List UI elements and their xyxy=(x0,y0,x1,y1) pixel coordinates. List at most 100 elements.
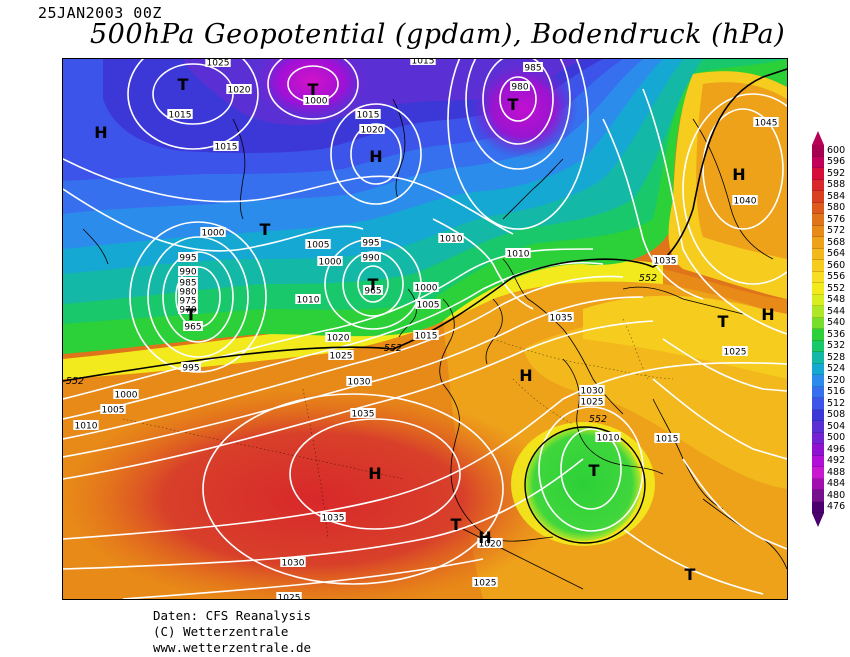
isobar-label-box xyxy=(178,252,198,262)
weather-map: 1025 1020 1000 1015 980 985 1015 1015 1020 1015 10… xyxy=(62,58,788,600)
isobar-pressure-label: 995 xyxy=(179,254,196,264)
isobar-label-box xyxy=(359,124,385,134)
isobar-pressure-label: 1030 xyxy=(581,387,604,397)
low-pressure-center: T xyxy=(260,220,271,239)
isobar-label-box xyxy=(652,255,678,265)
isobar-pressure-label: 1010 xyxy=(597,434,620,444)
legend-tick-label: 568 xyxy=(827,236,846,248)
isobar-label-box xyxy=(226,84,252,94)
isobar-label-box xyxy=(178,266,198,276)
isobar-label-box xyxy=(200,227,226,237)
legend-swatch xyxy=(812,352,824,364)
isobar-label-box xyxy=(363,285,383,295)
isobar-pressure-label: 1015 xyxy=(357,111,380,121)
low-pressure-center: T xyxy=(718,312,729,331)
isobar-label-box xyxy=(413,330,439,340)
legend-swatch xyxy=(812,306,824,318)
legend-swatch xyxy=(812,214,824,226)
isobar-pressure-label: 1010 xyxy=(297,296,320,306)
isobar-label-box xyxy=(722,346,748,356)
isobar-label-box xyxy=(73,420,99,430)
isobar-pressure-label: 1010 xyxy=(75,422,98,432)
isobar-pressure-label: 1000 xyxy=(202,229,225,239)
high-pressure-center: H xyxy=(369,147,382,166)
low-pressure-center: T xyxy=(589,461,600,480)
legend-tick-label: 584 xyxy=(827,190,846,202)
high-pressure-center: H xyxy=(519,366,532,385)
isobar-label-box xyxy=(477,538,503,548)
isobar-label-box xyxy=(178,277,198,287)
isobar-label-box xyxy=(579,385,605,395)
isobar-label-box xyxy=(276,592,302,599)
legend-swatch xyxy=(812,156,824,168)
isobar-pressure-label: 1000 xyxy=(115,391,138,401)
isobar-label-box xyxy=(113,389,139,399)
legend-tick-label: 500 xyxy=(827,432,846,444)
legend-tick-label: 588 xyxy=(827,179,846,191)
isobar-pressure-label: 1025 xyxy=(724,348,747,358)
high-pressure-center: H xyxy=(368,464,381,483)
isobar-pressure-label: 965 xyxy=(184,323,201,333)
isobar-pressure-label: 1015 xyxy=(656,435,679,445)
legend-tick-label: 552 xyxy=(827,282,846,294)
isobar-label-box xyxy=(415,299,441,309)
legend-tick-label: 480 xyxy=(827,489,846,501)
isobar-label-box xyxy=(205,59,231,67)
isobar-pressure-label: 1010 xyxy=(507,250,530,260)
isobar-label-box xyxy=(438,233,464,243)
isobar-label-box xyxy=(595,432,621,442)
isobar-label-box xyxy=(410,59,436,65)
credits-copyright: (C) Wetterzentrale xyxy=(153,624,289,639)
low-pressure-center: T xyxy=(178,75,189,94)
credits: Daten: CFS Reanalysis (C) Wetterzentrale… xyxy=(153,608,311,656)
legend-tick-label: 488 xyxy=(827,466,846,478)
isobar-label-box xyxy=(178,286,198,296)
isobar-label-box xyxy=(355,109,381,119)
isobar-label-box xyxy=(320,512,346,522)
legend-swatch xyxy=(812,467,824,479)
isobar-pressure-label: 1020 xyxy=(479,540,502,550)
legend-tick-label: 572 xyxy=(827,225,846,237)
isobar-pressure-label: 1035 xyxy=(654,257,677,267)
legend-swatch xyxy=(812,421,824,433)
legend-tick-label: 544 xyxy=(827,305,846,317)
isobar-label-box xyxy=(167,109,193,119)
isobar-pressure-label: 965 xyxy=(364,287,381,297)
isobar-pressure-label: 1025 xyxy=(278,594,301,600)
legend-tick-label: 492 xyxy=(827,455,846,467)
isobar-pressure-label: 1005 xyxy=(102,406,125,416)
isobar-label-box xyxy=(178,304,198,314)
legend-tick-label: 476 xyxy=(827,501,846,513)
legend-swatch xyxy=(812,386,824,398)
isobar-pressure-label: 980 xyxy=(179,288,196,298)
isobar-pressure-label: 1045 xyxy=(755,119,778,129)
legend-tick-label: 484 xyxy=(827,478,846,490)
isobar-pressure-label: 990 xyxy=(362,254,379,264)
date-label: 25JAN2003 00Z xyxy=(38,4,162,22)
isobar-pressure-label: 1025 xyxy=(207,59,230,69)
credits-url[interactable]: www.wetterzentrale.de xyxy=(153,640,312,655)
isobar-pressure-label: 995 xyxy=(362,239,379,249)
isobar-pressure-label: 1020 xyxy=(327,334,350,344)
legend-swatch xyxy=(812,444,824,456)
legend-tick-label: 524 xyxy=(827,363,846,375)
legend-tick-label: 564 xyxy=(827,248,846,260)
isobar-label-box xyxy=(505,248,531,258)
isobar-pressure-label: 1025 xyxy=(474,579,497,589)
legend-swatch xyxy=(812,237,824,249)
isobar-pressure-label: 990 xyxy=(179,268,196,278)
isobar-label-box xyxy=(328,350,354,360)
isobar-label-box xyxy=(361,252,381,262)
legend-swatch xyxy=(812,340,824,352)
high-pressure-center: H xyxy=(478,528,491,547)
isobar-label-box xyxy=(100,404,126,414)
legend-tick-label: 596 xyxy=(827,156,846,168)
isobar-label-box xyxy=(361,237,381,247)
low-pressure-center: T xyxy=(186,305,197,324)
isobar-pressure-label: 1015 xyxy=(412,59,435,67)
isobar-pressure-label: 1015 xyxy=(415,332,438,342)
isobar-pressure-label: 1015 xyxy=(169,111,192,121)
high-pressure-center: H xyxy=(94,123,107,142)
legend-tick-label: 556 xyxy=(827,271,846,283)
legend-swatch xyxy=(812,329,824,341)
